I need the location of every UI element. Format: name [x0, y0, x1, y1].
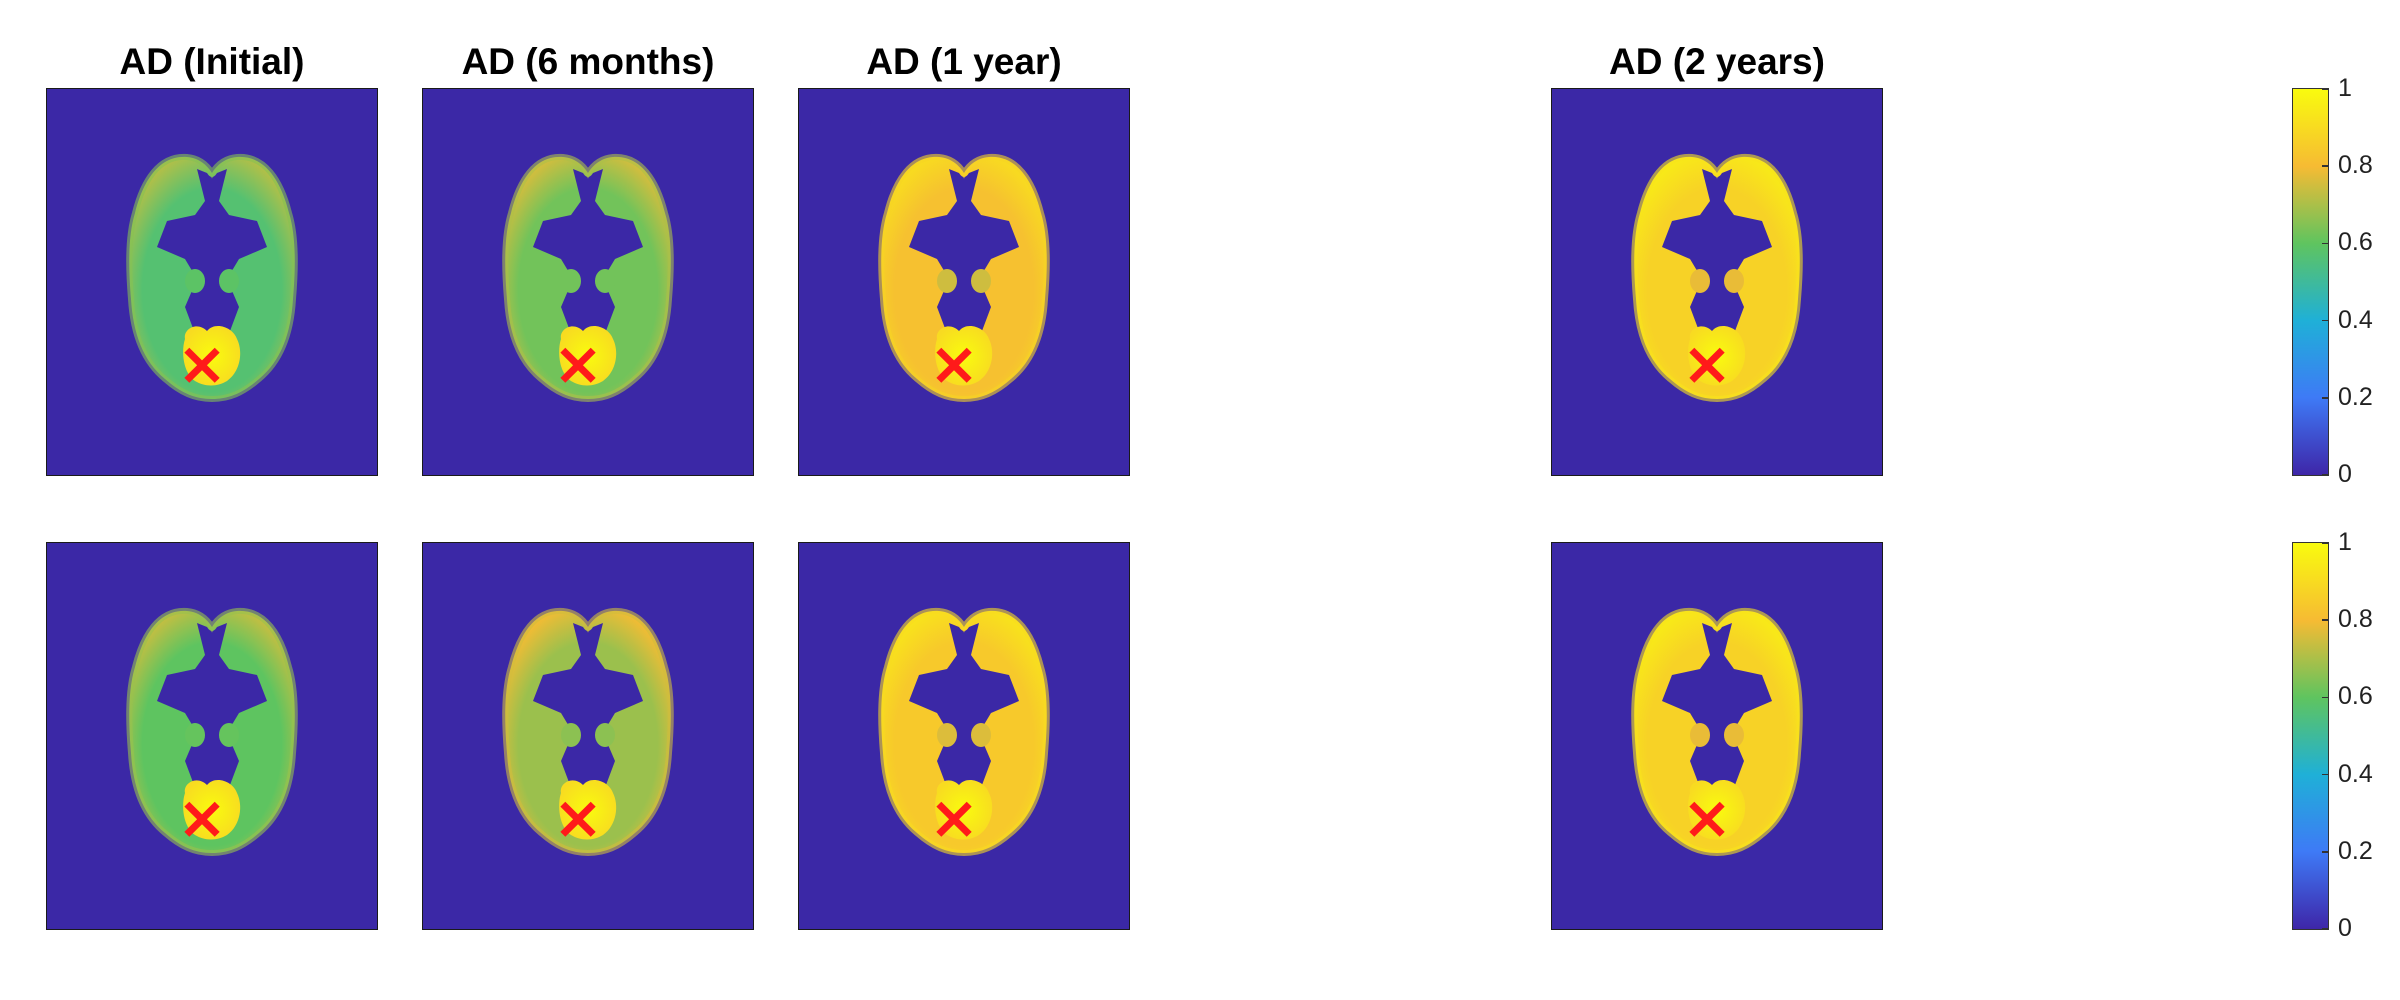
- seed-marker: ×: [553, 329, 603, 399]
- colorbar-tick-label: 0.6: [2338, 682, 2373, 711]
- colorbar-tick: [2322, 851, 2328, 853]
- colorbar-tick: [2322, 319, 2328, 322]
- brain-nucleus: [1724, 269, 1744, 293]
- panel-title-initial: AD (Initial): [119, 41, 305, 82]
- brain-cerebellum: [935, 325, 993, 386]
- colorbar-tick-label: 0.4: [2338, 759, 2373, 788]
- colorbar-tick-label: 0.2: [2338, 382, 2373, 411]
- brain-nucleus: [937, 269, 957, 293]
- brain-nucleus: [595, 269, 615, 293]
- colorbar-tick-label: 1: [2338, 74, 2352, 102]
- brain-ventricles: [909, 623, 1019, 793]
- colorbar-tick: [2322, 928, 2328, 930]
- brain-rim: [126, 607, 298, 857]
- panel-title-6-months: AD (6 months): [461, 41, 715, 82]
- seed-marker: ×: [929, 329, 979, 399]
- colorbar-tick: [2322, 696, 2328, 699]
- brain-cerebellum: [1688, 779, 1746, 840]
- brain-ventricles: [533, 169, 643, 339]
- colorbar-tick: [2322, 88, 2328, 90]
- brain-nucleus: [1690, 269, 1710, 293]
- seed-marker: ×: [553, 783, 603, 853]
- colorbar-tick: [2322, 397, 2328, 399]
- brain-nucleus: [561, 723, 581, 747]
- colorbar-tick-label: 0: [2338, 914, 2352, 942]
- colorbar-tick: [2322, 165, 2328, 167]
- brain-rim: [878, 153, 1050, 403]
- brain-cerebellum: [183, 779, 241, 840]
- brain-cerebellum: [559, 779, 617, 840]
- brain-map-panel: ×: [46, 88, 378, 476]
- colorbar: [2292, 88, 2329, 476]
- brain-rim: [1631, 153, 1803, 403]
- brain-nucleus: [219, 269, 239, 293]
- seed-marker: ×: [1682, 783, 1732, 853]
- brain-map-panel: ×: [798, 542, 1130, 930]
- brain-map-panel: ×: [422, 88, 754, 476]
- colorbar-tick: [2322, 773, 2328, 776]
- panel-title-1-year: AD (1 year): [866, 41, 1062, 82]
- brain-map-panel: ×: [46, 542, 378, 930]
- brain-nucleus: [971, 269, 991, 293]
- brain-map-panel: ×: [1551, 88, 1883, 476]
- brain-nucleus: [561, 269, 581, 293]
- colorbar-tick-label: 0.6: [2338, 228, 2373, 257]
- brain-nucleus: [937, 723, 957, 747]
- brain-nucleus: [185, 723, 205, 747]
- brain-rim: [502, 153, 674, 403]
- brain-nucleus: [185, 269, 205, 293]
- colorbar-tick-label: 0.8: [2338, 151, 2373, 180]
- seed-marker: ×: [929, 783, 979, 853]
- panel-title-2-years: AD (2 years): [1609, 41, 1825, 82]
- brain-nucleus: [971, 723, 991, 747]
- brain-map-panel: ×: [798, 88, 1130, 476]
- brain-ventricles: [1662, 169, 1772, 339]
- colorbar-tick: [2322, 242, 2328, 245]
- brain-rim: [502, 607, 674, 857]
- colorbar: [2292, 542, 2329, 930]
- brain-ventricles: [909, 169, 1019, 339]
- colorbar-tick-label: 1: [2338, 528, 2352, 556]
- colorbar-tick-label: 0.4: [2338, 305, 2373, 334]
- brain-rim: [1631, 607, 1803, 857]
- brain-ventricles: [157, 623, 267, 793]
- brain-cerebellum: [935, 779, 993, 840]
- brain-nucleus: [219, 723, 239, 747]
- brain-nucleus: [595, 723, 615, 747]
- colorbar-tick-label: 0.2: [2338, 836, 2373, 865]
- brain-nucleus: [1690, 723, 1710, 747]
- seed-marker: ×: [1682, 329, 1732, 399]
- colorbar-tick: [2322, 542, 2328, 544]
- colorbar-tick-label: 0.8: [2338, 605, 2373, 634]
- seed-marker: ×: [177, 329, 227, 399]
- brain-rim: [126, 153, 298, 403]
- colorbar-tick-label: 0: [2338, 460, 2352, 488]
- brain-map-panel: ×: [1551, 542, 1883, 930]
- seed-marker: ×: [177, 783, 227, 853]
- brain-map-panel: ×: [422, 542, 754, 930]
- brain-nucleus: [1724, 723, 1744, 747]
- brain-ventricles: [157, 169, 267, 339]
- colorbar-tick: [2322, 619, 2328, 621]
- colorbar-tick: [2322, 474, 2328, 476]
- brain-cerebellum: [559, 325, 617, 386]
- brain-rim: [878, 607, 1050, 857]
- brain-cerebellum: [1688, 325, 1746, 386]
- brain-ventricles: [533, 623, 643, 793]
- brain-ventricles: [1662, 623, 1772, 793]
- brain-cerebellum: [183, 325, 241, 386]
